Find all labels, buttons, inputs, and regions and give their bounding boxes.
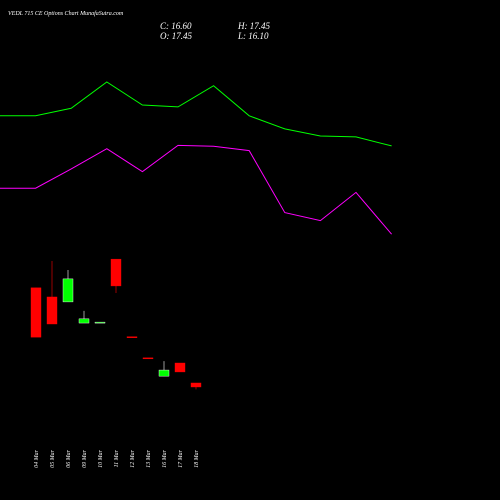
ohlc-open: O: 17.45 bbox=[160, 31, 192, 41]
ohlc-close: C: 16.60 bbox=[160, 21, 192, 31]
x-tick-label: 09 Mar bbox=[82, 449, 88, 467]
x-tick-label: 11 Mar bbox=[114, 449, 120, 467]
candle-body bbox=[30, 287, 42, 338]
x-tick-label: 13 Mar bbox=[146, 449, 152, 467]
x-tick-label: 04 Mar bbox=[33, 449, 40, 467]
candle-body bbox=[174, 362, 186, 373]
x-tick-label: 18 Mar bbox=[194, 449, 200, 467]
x-tick-label: 17 Mar bbox=[178, 449, 184, 467]
candle-body bbox=[46, 296, 58, 325]
candle-body bbox=[78, 318, 90, 324]
ohlc-low: L: 16.10 bbox=[237, 31, 269, 41]
candle-body bbox=[94, 321, 106, 324]
x-tick-label: 06 Mar bbox=[66, 449, 72, 467]
candle-body bbox=[142, 357, 154, 360]
candle-body bbox=[126, 336, 138, 338]
candle-body bbox=[62, 278, 74, 303]
indicator-line bbox=[0, 144, 392, 235]
ohlc-high: H: 17.45 bbox=[237, 21, 270, 31]
candle-body bbox=[110, 258, 122, 287]
indicator-line bbox=[0, 81, 392, 147]
x-tick-label: 10 Mar bbox=[98, 449, 104, 467]
chart-title: VEDL 715 CE Options Chart MunafaSutra.co… bbox=[8, 10, 124, 17]
x-tick-label: 05 Mar bbox=[50, 449, 56, 467]
x-tick-label: 12 Mar bbox=[130, 449, 136, 467]
x-tick-label: 16 Mar bbox=[162, 449, 168, 467]
candle-body bbox=[190, 382, 202, 388]
candle-body bbox=[158, 369, 170, 377]
